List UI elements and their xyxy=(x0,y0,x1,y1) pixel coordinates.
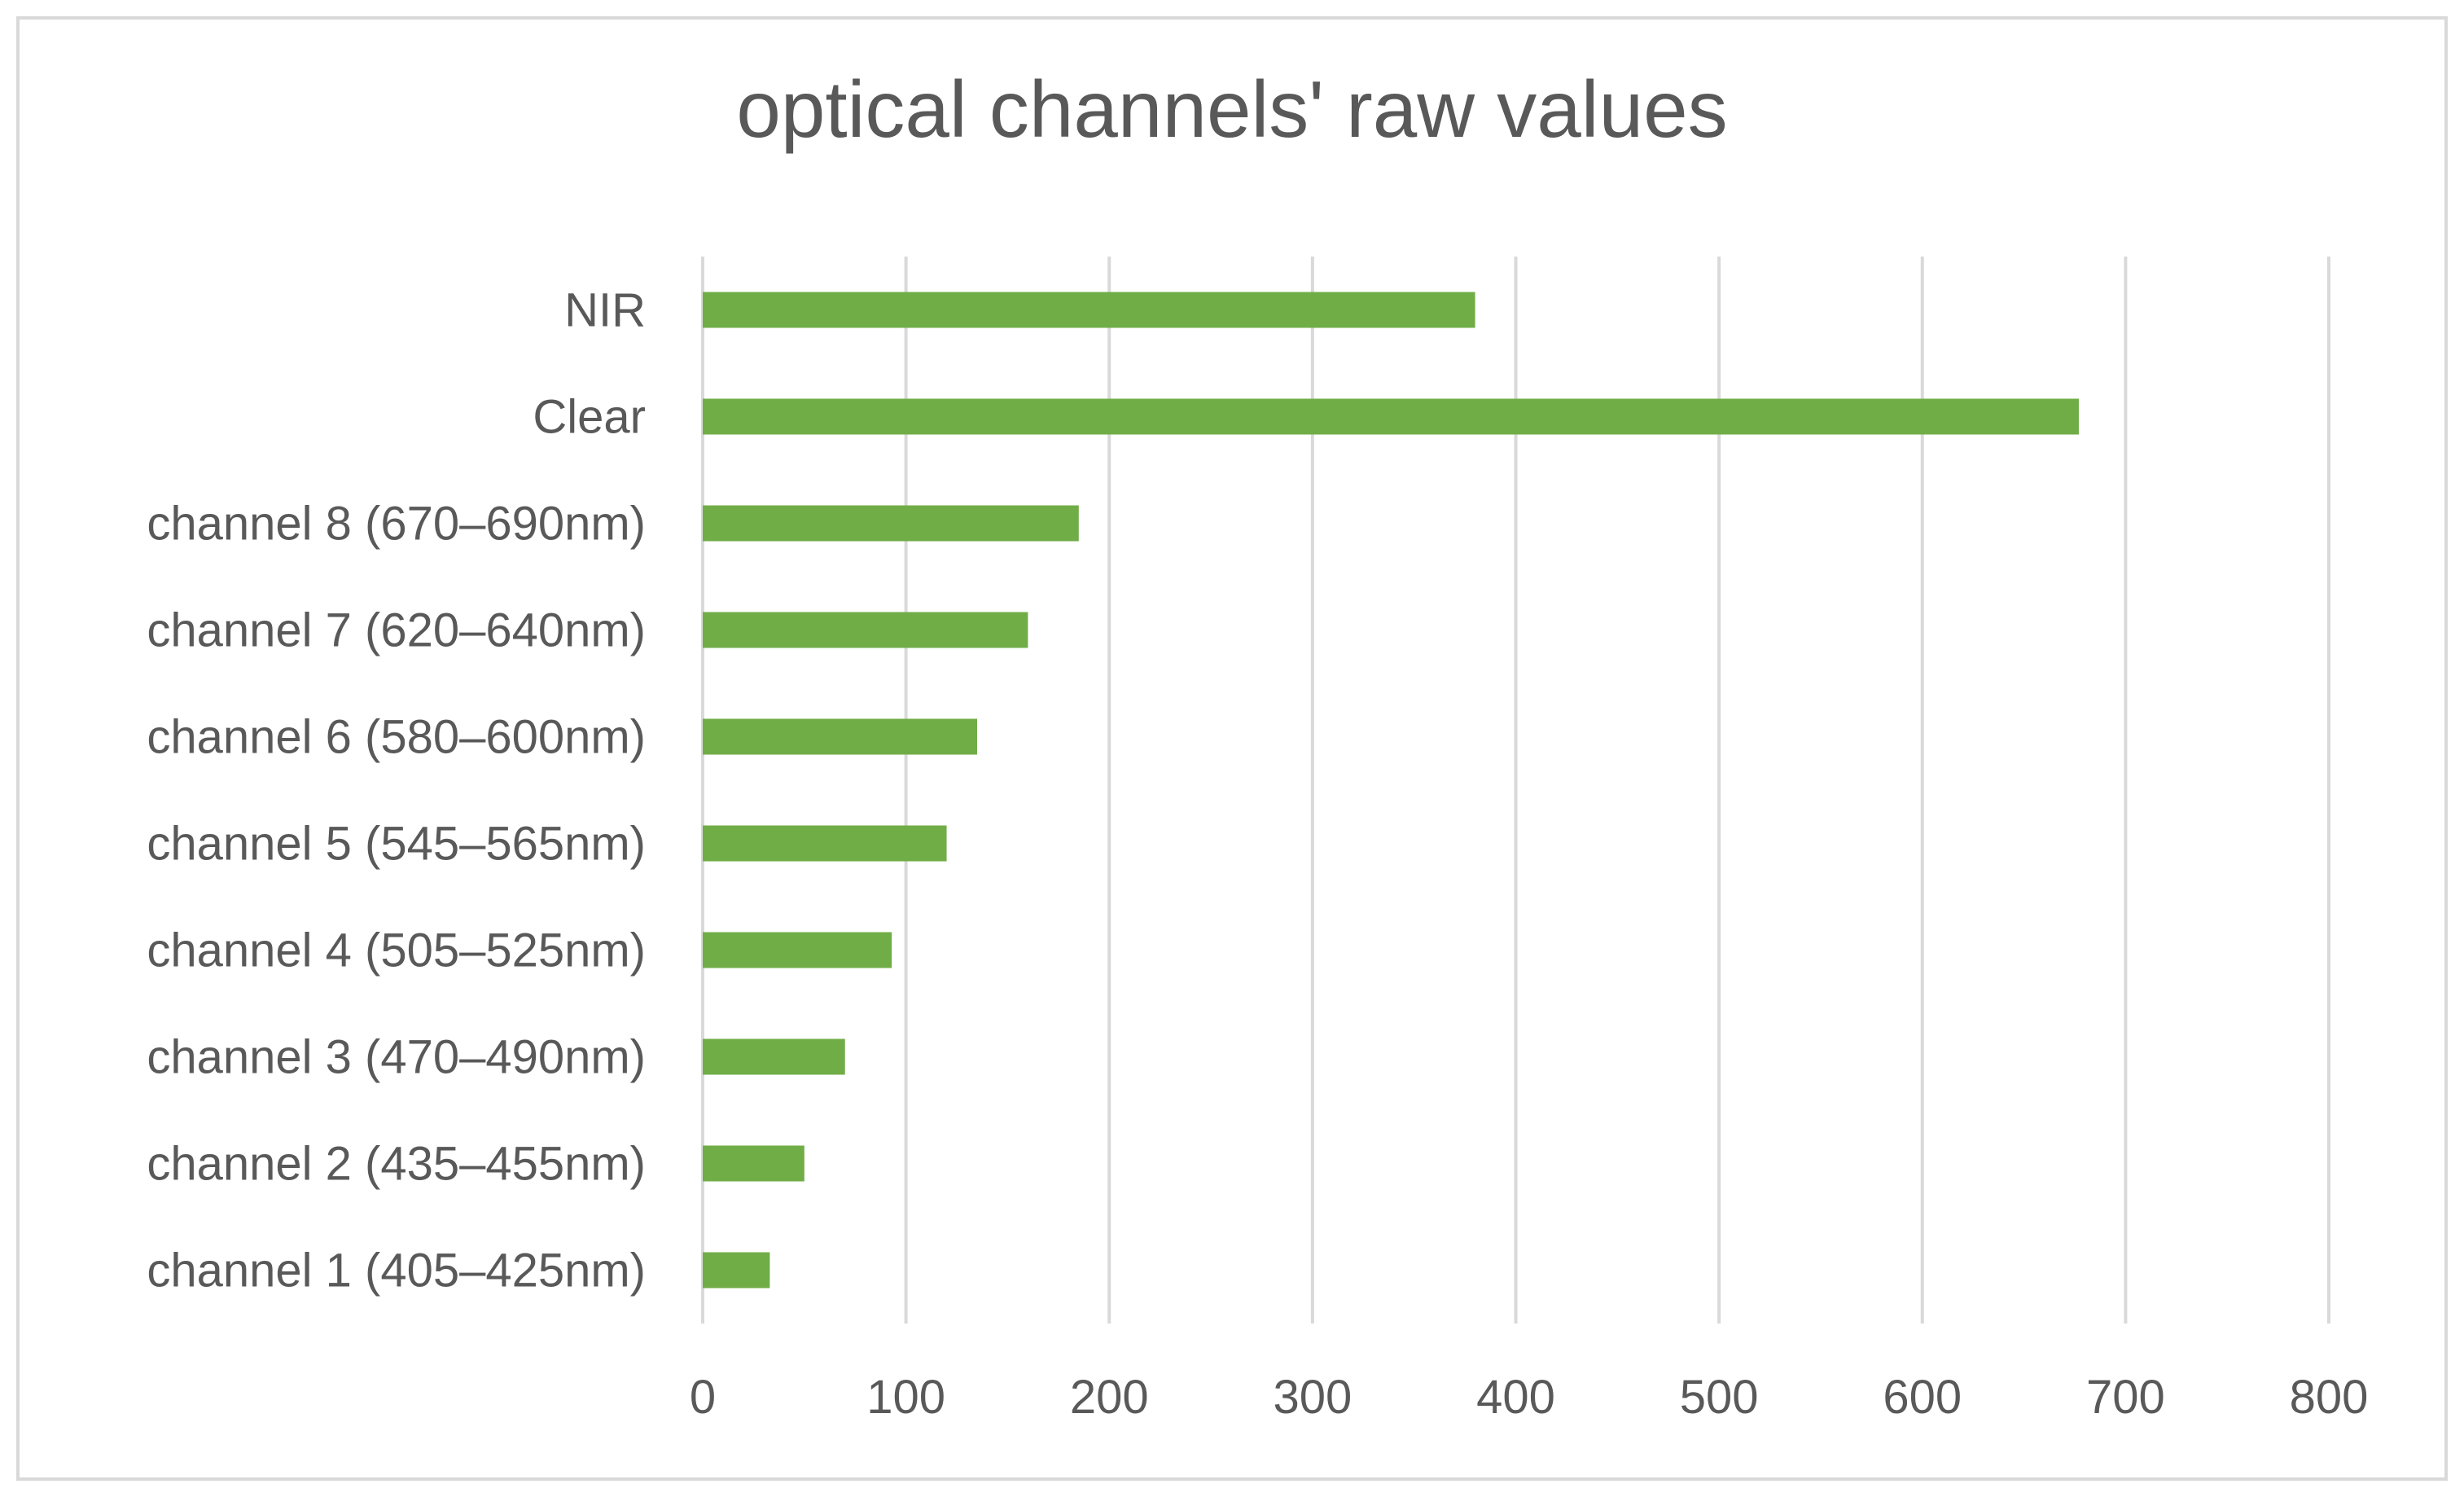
category-label: channel 2 (435–455nm) xyxy=(147,1138,646,1191)
x-tick-label: 800 xyxy=(2290,1371,2369,1424)
bar xyxy=(703,1038,845,1075)
category-label: channel 5 (545–565nm) xyxy=(147,818,646,871)
category-label: channel 1 (405–425nm) xyxy=(147,1245,646,1297)
x-tick-label: 400 xyxy=(1476,1371,1555,1424)
category-labels: NIR Clear channel 8 (670–690nm) channel 7 (… xyxy=(147,284,646,1297)
bar xyxy=(703,398,2079,435)
bar xyxy=(703,1252,770,1288)
x-tick-label: 700 xyxy=(2086,1371,2165,1424)
bars xyxy=(703,292,2079,1288)
x-tick-label: 100 xyxy=(866,1371,945,1424)
category-label: channel 3 (470–490nm) xyxy=(147,1031,646,1084)
category-label: channel 4 (505–525nm) xyxy=(147,924,646,977)
bar xyxy=(703,932,892,968)
category-label: channel 8 (670–690nm) xyxy=(147,498,646,551)
bar xyxy=(703,825,947,862)
x-tick-labels: 0 100 200 300 400 500 600 700 800 xyxy=(690,1371,2369,1424)
category-label: channel 6 (580–600nm) xyxy=(147,711,646,764)
bar xyxy=(703,505,1079,542)
category-label: channel 7 (620–640nm) xyxy=(147,604,646,657)
bar xyxy=(703,718,977,755)
category-label: NIR xyxy=(564,284,646,337)
x-tick-label: 300 xyxy=(1273,1371,1352,1424)
x-tick-label: 500 xyxy=(1680,1371,1759,1424)
x-tick-label: 200 xyxy=(1070,1371,1149,1424)
bar xyxy=(703,612,1028,648)
category-label: Clear xyxy=(533,391,646,444)
bar xyxy=(703,1145,805,1182)
bar xyxy=(703,292,1475,328)
x-tick-label: 0 xyxy=(690,1371,716,1424)
x-tick-label: 600 xyxy=(1883,1371,1962,1424)
chart-frame xyxy=(16,16,2448,1481)
chart-title: optical channels' raw values xyxy=(736,64,1728,154)
